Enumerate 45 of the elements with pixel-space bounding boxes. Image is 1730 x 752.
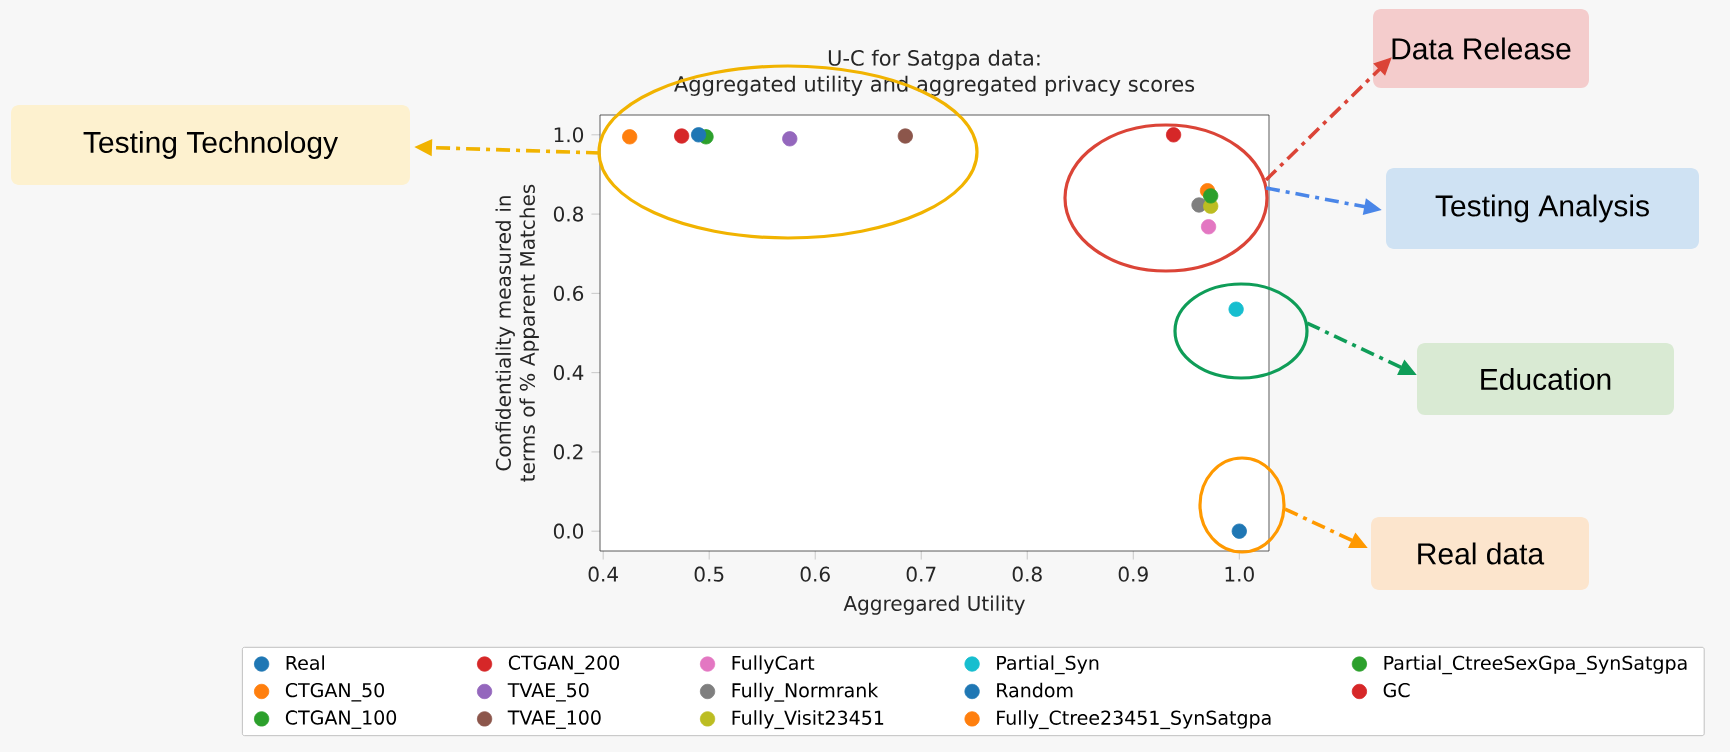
point bbox=[1203, 188, 1219, 204]
text: Testing Technology bbox=[83, 131, 338, 159]
point bbox=[897, 128, 913, 144]
legend-label: TVAE_50 bbox=[507, 682, 589, 702]
y-tick-label: 0.0 bbox=[553, 523, 584, 539]
x-tick-label: 1.0 bbox=[1225, 566, 1254, 582]
chart-title: U-C for Satgpa data: bbox=[828, 49, 1040, 70]
legend-label: Partial_Syn bbox=[997, 655, 1099, 675]
y-tick-label: 0.8 bbox=[553, 206, 584, 222]
text: Education bbox=[1481, 367, 1611, 391]
y-tick-label: 0.2 bbox=[553, 444, 583, 460]
point bbox=[1231, 523, 1247, 539]
x-axis-title: Aggregared Utility bbox=[843, 595, 1025, 615]
x-tick-label: 0.6 bbox=[800, 566, 830, 582]
y-tick-label: 1.0 bbox=[554, 127, 584, 143]
x-tick-label: 0.4 bbox=[588, 566, 618, 582]
legend-label: Fully_Visit23451 bbox=[732, 710, 884, 730]
text: Data Release bbox=[1392, 37, 1571, 60]
x-tick-label: 0.7 bbox=[906, 566, 936, 582]
point bbox=[1228, 301, 1244, 317]
x-tick-label: 0.5 bbox=[694, 566, 724, 582]
point bbox=[691, 127, 707, 143]
legend-label: FullyCart bbox=[732, 655, 815, 674]
point bbox=[782, 131, 798, 147]
legend-label: Fully_Ctree23451_SynSatgpa bbox=[997, 710, 1271, 730]
x-tick-label: 0.9 bbox=[1118, 566, 1148, 582]
x-tick-label: 0.8 bbox=[1012, 566, 1042, 582]
text: Real data bbox=[1418, 542, 1545, 565]
y-tick-label: 0.4 bbox=[553, 365, 584, 381]
legend-label: Random bbox=[997, 682, 1073, 698]
legend-label: CTGAN_100 bbox=[285, 710, 397, 729]
legend-label: Partial_CtreeSexGpa_SynSatgpa bbox=[1384, 655, 1687, 675]
y-tick-label: 0.6 bbox=[553, 285, 584, 301]
legend-label: Real bbox=[286, 655, 325, 671]
legend-label: Fully_Normrank bbox=[732, 682, 879, 702]
legend-label: TVAE_100 bbox=[507, 710, 601, 729]
y-axis-title: Confidentiality measured in terms of % Apparent Matches bbox=[495, 184, 539, 482]
point bbox=[674, 128, 690, 144]
point bbox=[1165, 127, 1182, 143]
point bbox=[1200, 219, 1217, 235]
text: Testing Analysis bbox=[1435, 194, 1649, 223]
point bbox=[622, 129, 638, 145]
legend-label: CTGAN_200 bbox=[508, 655, 620, 675]
legend-label: GC bbox=[1383, 682, 1410, 698]
legend-label: CTGAN_50 bbox=[285, 682, 385, 702]
